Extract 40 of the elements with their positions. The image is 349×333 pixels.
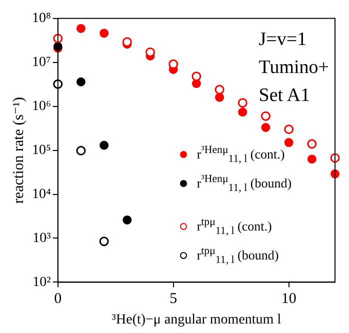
- point: [76, 77, 86, 86]
- annotation: Tumino+: [258, 56, 329, 80]
- point: [307, 154, 316, 164]
- y-tick-label: 10³: [32, 230, 51, 246]
- point: [122, 215, 132, 224]
- x-tick-label: 10: [281, 291, 296, 308]
- point: [260, 111, 270, 121]
- x-axis-title: ³He(t)−μ angular momentum l: [112, 312, 282, 328]
- point: [99, 236, 109, 246]
- point: [146, 47, 156, 57]
- point: [100, 28, 109, 38]
- annotation: Set A1: [258, 84, 311, 108]
- x-tick-label: 0: [54, 291, 62, 308]
- point: [238, 98, 248, 108]
- point: [307, 139, 317, 149]
- x-tick-label: 5: [170, 291, 178, 308]
- y-tick-label: 10²: [32, 274, 51, 290]
- point: [238, 108, 248, 117]
- point: [284, 124, 294, 134]
- y-axis-title: reaction rate (s⁻¹): [10, 97, 27, 204]
- point: [100, 140, 109, 150]
- y-tick-label: 10⁸: [32, 11, 51, 26]
- legend-label: r$^{³Henμ}$$_{11, l}$ (cont.): [196, 143, 285, 168]
- point: [284, 138, 294, 148]
- annotation: J=v=1: [258, 28, 308, 52]
- point: [168, 59, 178, 69]
- legend-label: r$^{tpμ}$$_{11, l}$ (cont.): [196, 215, 272, 240]
- legend-label: r$^{³Henμ}$$_{11, l}$ (bound): [196, 172, 292, 196]
- y-tick-label: 10⁴: [32, 186, 51, 202]
- point: [122, 37, 132, 47]
- point: [192, 72, 202, 82]
- legend-label: r$^{tpμ}$$_{11, l}$ (bound): [196, 244, 279, 268]
- point: [215, 92, 224, 102]
- y-tick-label: 10⁵: [32, 142, 51, 158]
- point: [76, 146, 86, 156]
- y-tick-label: 10⁷: [32, 55, 51, 70]
- y-tick-label: 10⁶: [32, 99, 51, 114]
- point: [261, 123, 270, 132]
- point: [214, 84, 224, 94]
- point: [76, 24, 86, 33]
